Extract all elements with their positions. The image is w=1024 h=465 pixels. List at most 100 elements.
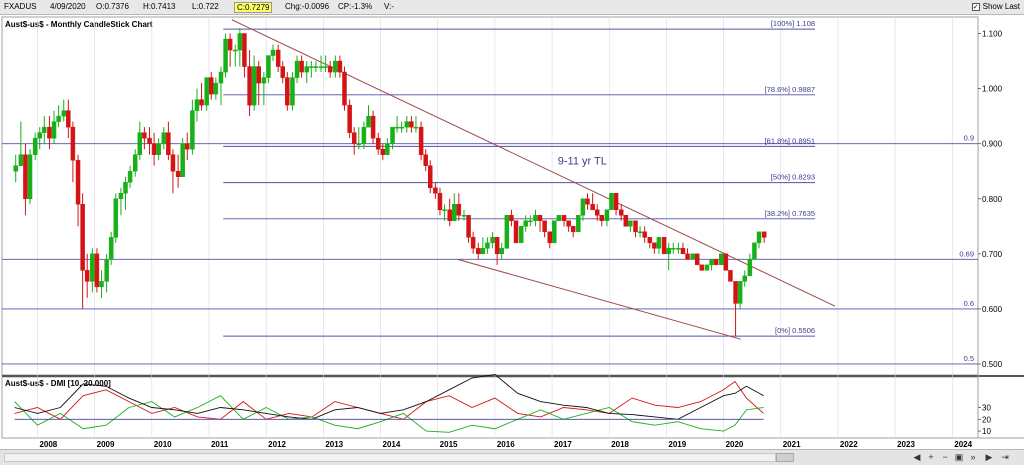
candle-body xyxy=(218,71,224,84)
fib-level-label: [50%] 0.8293 xyxy=(771,173,815,182)
candle-body xyxy=(251,66,257,106)
candle-body xyxy=(509,215,514,222)
candle-body xyxy=(447,209,452,222)
candle-body xyxy=(494,237,500,255)
candle-body xyxy=(542,220,547,233)
candle-body xyxy=(752,242,757,260)
x-tick-label: 2012 xyxy=(268,440,286,449)
candle-body xyxy=(618,209,624,216)
candle-body xyxy=(42,126,47,133)
x-tick-label: 2009 xyxy=(97,440,115,449)
dmi-y-tick-label: 10 xyxy=(982,427,991,436)
candle-body xyxy=(609,192,614,211)
candle-body xyxy=(170,154,176,172)
scroll-left-icon[interactable]: ◀ xyxy=(913,452,921,462)
y-tick-label: 0.600 xyxy=(982,305,1003,314)
show-last-toggle[interactable]: ✓ Show Last xyxy=(971,2,1020,11)
y-tick-label: 0.500 xyxy=(982,360,1003,369)
fib-level-label: [100%] 1.108 xyxy=(771,19,815,28)
horizontal-level-label: 0.9 xyxy=(964,134,974,143)
candle-body xyxy=(599,215,605,222)
candle-body xyxy=(709,259,714,266)
scroll-track[interactable] xyxy=(4,453,776,462)
zoom-in-icon[interactable]: + xyxy=(928,452,934,462)
candle-body xyxy=(66,110,71,128)
low-value: L:0.722 xyxy=(192,2,219,11)
candle-body xyxy=(604,209,610,222)
candle-body xyxy=(628,220,633,227)
scroll-thumb[interactable] xyxy=(776,453,794,462)
candle-body xyxy=(719,253,724,266)
candle-body xyxy=(566,220,571,227)
candle-body xyxy=(409,121,414,128)
candle-body xyxy=(70,126,76,161)
candle-body xyxy=(466,215,471,238)
show-last-checkbox[interactable]: ✓ xyxy=(971,2,980,11)
y-tick-label: 0.700 xyxy=(982,250,1003,259)
zoom-fit-icon[interactable]: ▣ xyxy=(954,452,964,462)
candle-body xyxy=(642,231,647,238)
candle-body xyxy=(94,253,100,288)
x-tick-label: 2010 xyxy=(154,440,172,449)
fib-level-label: [61.8%] 0.8951 xyxy=(765,136,815,145)
candle-body xyxy=(585,198,590,205)
candle-body xyxy=(142,132,147,139)
candle-body xyxy=(90,253,95,282)
dmi-series-line-1 xyxy=(14,395,764,433)
candle-body xyxy=(742,275,747,282)
candle-body xyxy=(18,154,24,166)
candle-body xyxy=(299,60,304,73)
candle-body xyxy=(428,165,433,188)
candle-body xyxy=(661,237,667,255)
candle-body xyxy=(175,170,181,177)
candle-body xyxy=(47,126,52,139)
candle-body xyxy=(84,270,90,282)
candle-body xyxy=(476,248,481,255)
candle-body xyxy=(499,248,504,255)
candle-body xyxy=(309,66,314,68)
candle-body xyxy=(209,77,214,95)
candle-body xyxy=(127,170,133,183)
candle-body xyxy=(351,132,357,144)
candle-body xyxy=(99,281,104,288)
zoom-out-icon[interactable]: − xyxy=(942,452,948,462)
candle-body xyxy=(61,110,67,117)
candle-body xyxy=(456,204,462,216)
candle-body xyxy=(194,99,200,111)
candle-body xyxy=(623,215,629,227)
candle-body xyxy=(390,126,395,144)
candle-body xyxy=(461,215,467,217)
candle-body xyxy=(518,226,524,244)
candle-body xyxy=(366,115,371,128)
candle-body xyxy=(404,121,410,128)
candle-body xyxy=(132,154,138,172)
candle-body xyxy=(385,143,390,155)
candle-body xyxy=(394,126,400,129)
candle-body xyxy=(356,143,362,145)
scroll-bar[interactable]: ◀ + − ▣ » ▶ ⇥ xyxy=(0,449,1024,465)
candle-body xyxy=(580,198,586,216)
candle-body xyxy=(433,187,438,194)
candle-body xyxy=(666,248,671,255)
horizontal-level-label: 0.6 xyxy=(964,299,974,308)
candle-body xyxy=(437,192,443,211)
candle-body xyxy=(761,231,767,238)
candle-body xyxy=(137,132,143,155)
scroll-right-icon[interactable]: ▶ xyxy=(985,452,993,462)
end-icon[interactable]: ⇥ xyxy=(1001,452,1009,462)
x-tick-label: 2013 xyxy=(325,440,343,449)
x-tick-label: 2008 xyxy=(39,440,57,449)
candle-body xyxy=(166,132,171,155)
candle-body xyxy=(676,248,681,250)
candle-body xyxy=(56,115,61,122)
candle-body xyxy=(147,137,152,144)
fast-forward-icon[interactable]: » xyxy=(970,452,976,462)
y-tick-label: 1.000 xyxy=(982,85,1003,94)
dmi-chart-title: Aust$-us$ - DMI [10, 20.000] xyxy=(5,379,111,388)
x-tick-label: 2015 xyxy=(440,440,458,449)
candle-body xyxy=(685,253,690,260)
candle-body xyxy=(594,209,600,216)
candle-body xyxy=(704,264,710,271)
candle-body xyxy=(590,204,595,211)
